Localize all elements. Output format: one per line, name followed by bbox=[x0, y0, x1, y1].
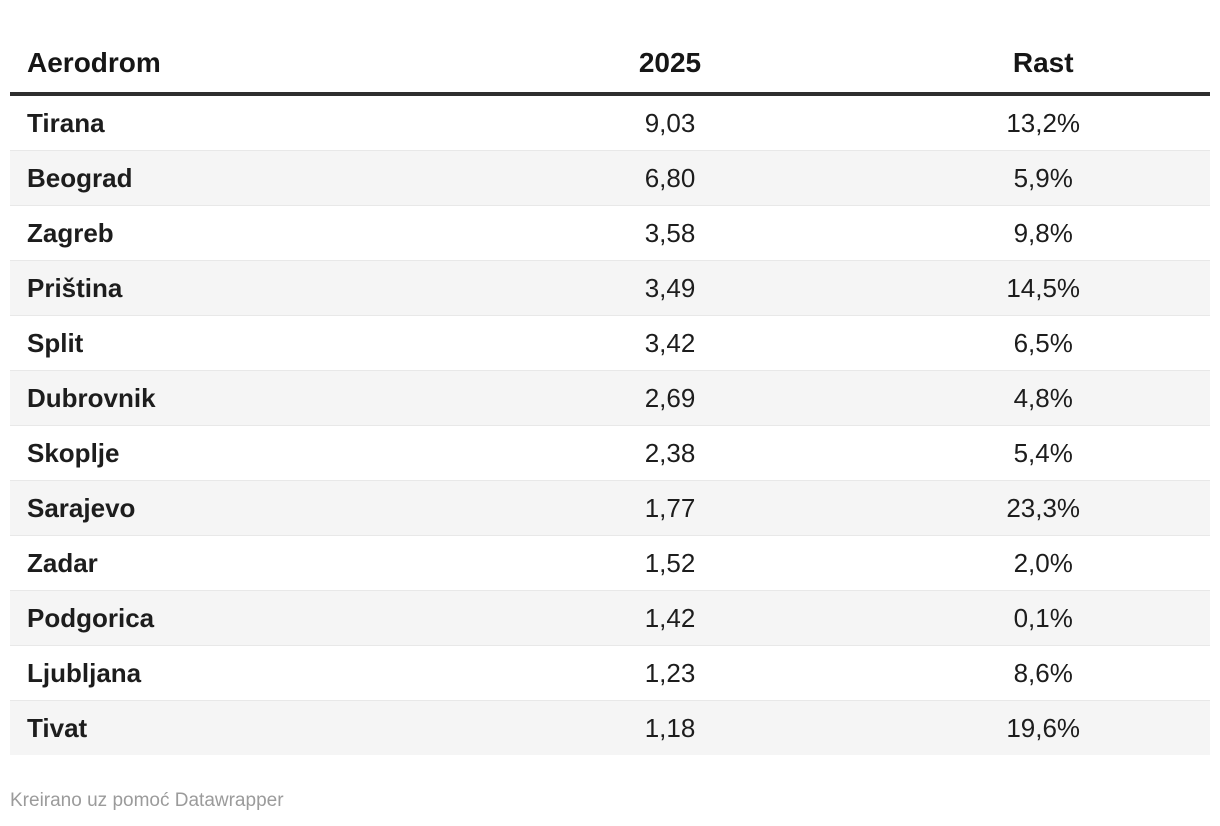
table-row: Tirana 9,03 13,2% bbox=[10, 94, 1210, 151]
growth-cell: 5,4% bbox=[1013, 438, 1073, 468]
growth-cell: 0,1% bbox=[1013, 603, 1073, 633]
column-header-rast: Rast bbox=[876, 34, 1210, 96]
value-2025-cell: 2,69 bbox=[644, 383, 696, 413]
column-header-2025: 2025 bbox=[463, 34, 877, 96]
value-2025-cell: 3,42 bbox=[644, 328, 696, 358]
table-header: Aerodrom 2025 Rast bbox=[10, 34, 1210, 96]
airport-name-cell: Podgorica bbox=[27, 603, 155, 633]
table-row: Ljubljana 1,23 8,6% bbox=[10, 645, 1210, 701]
value-2025-cell: 1,77 bbox=[644, 493, 696, 523]
table-row: Dubrovnik 2,69 4,8% bbox=[10, 370, 1210, 426]
table-row: Zagreb 3,58 9,8% bbox=[10, 205, 1210, 261]
growth-cell: 5,9% bbox=[1013, 163, 1073, 193]
airports-table: Aerodrom 2025 Rast Tirana 9,03 13,2% Beo… bbox=[10, 34, 1210, 755]
footer-credit: Kreirano uz pomoć Datawrapper bbox=[10, 790, 1210, 812]
airport-name-cell: Skoplje bbox=[27, 438, 120, 468]
table-row: Tivat 1,18 19,6% bbox=[10, 700, 1210, 755]
airport-name-cell: Beograd bbox=[27, 163, 133, 193]
growth-cell: 19,6% bbox=[1006, 713, 1081, 743]
value-2025-cell: 1,18 bbox=[644, 713, 696, 743]
table-row: Sarajevo 1,77 23,3% bbox=[10, 480, 1210, 536]
airport-name-cell: Split bbox=[27, 328, 84, 358]
value-2025-cell: 1,42 bbox=[644, 603, 696, 633]
table-row: Skoplje 2,38 5,4% bbox=[10, 425, 1210, 481]
airport-name-cell: Ljubljana bbox=[27, 658, 142, 688]
header-row: Aerodrom 2025 Rast bbox=[10, 34, 1210, 96]
value-2025-cell: 3,58 bbox=[644, 218, 696, 248]
value-2025-cell: 1,52 bbox=[644, 548, 696, 578]
table-row: Podgorica 1,42 0,1% bbox=[10, 590, 1210, 646]
table-row: Split 3,42 6,5% bbox=[10, 315, 1210, 371]
airport-name-cell: Tirana bbox=[27, 108, 105, 138]
table-row: Zadar 1,52 2,0% bbox=[10, 535, 1210, 591]
growth-cell: 13,2% bbox=[1006, 108, 1081, 138]
growth-cell: 2,0% bbox=[1013, 548, 1073, 578]
growth-cell: 6,5% bbox=[1013, 328, 1073, 358]
growth-cell: 23,3% bbox=[1006, 493, 1081, 523]
value-2025-cell: 3,49 bbox=[644, 273, 696, 303]
value-2025-cell: 2,38 bbox=[644, 438, 696, 468]
table-row: Priština 3,49 14,5% bbox=[10, 260, 1210, 316]
airport-name-cell: Priština bbox=[27, 273, 123, 303]
airport-name-cell: Tivat bbox=[27, 713, 88, 743]
airport-name-cell: Dubrovnik bbox=[27, 383, 156, 413]
growth-cell: 8,6% bbox=[1013, 658, 1073, 688]
value-2025-cell: 6,80 bbox=[644, 163, 696, 193]
value-2025-cell: 1,23 bbox=[644, 658, 696, 688]
airport-name-cell: Zadar bbox=[27, 548, 98, 578]
growth-cell: 4,8% bbox=[1013, 383, 1073, 413]
table-body: Tirana 9,03 13,2% Beograd 6,80 5,9% Zagr… bbox=[10, 94, 1210, 755]
growth-cell: 14,5% bbox=[1006, 273, 1081, 303]
datawrapper-credit-link[interactable]: Kreirano uz pomoć Datawrapper bbox=[10, 790, 284, 811]
airport-name-cell: Sarajevo bbox=[27, 493, 136, 523]
airport-name-cell: Zagreb bbox=[27, 218, 114, 248]
table-row: Beograd 6,80 5,9% bbox=[10, 150, 1210, 206]
growth-cell: 9,8% bbox=[1013, 218, 1073, 248]
value-2025-cell: 9,03 bbox=[644, 108, 696, 138]
column-header-aerodrom: Aerodrom bbox=[10, 34, 464, 96]
